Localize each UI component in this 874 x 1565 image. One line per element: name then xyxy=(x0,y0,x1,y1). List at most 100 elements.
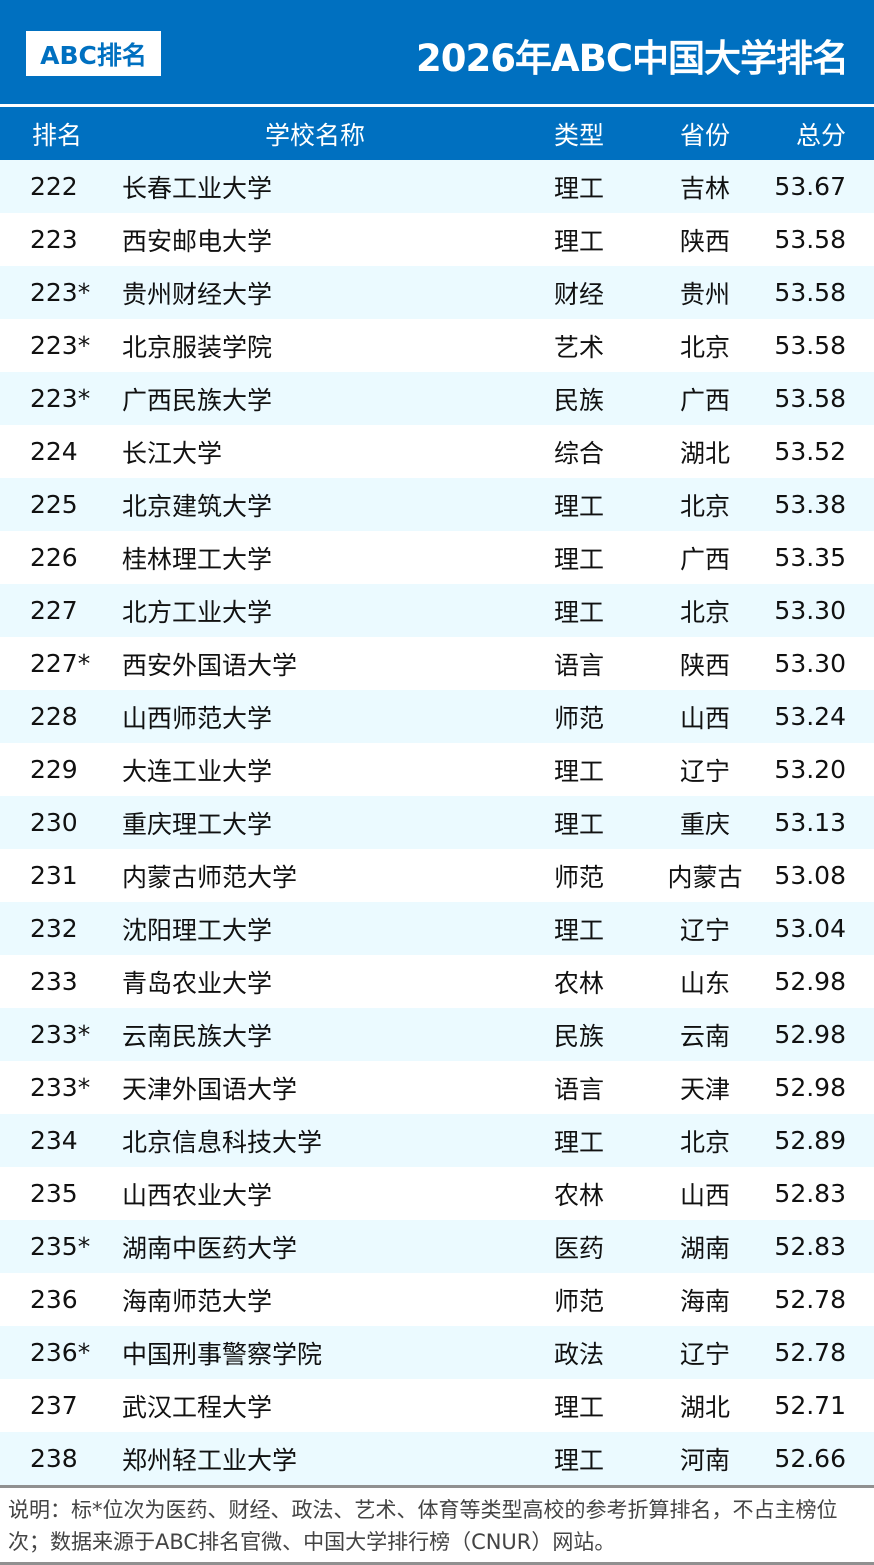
cell-school: 北方工业大学 xyxy=(122,597,273,627)
cell-score: 53.58 xyxy=(774,278,846,307)
cell-school: 北京服装学院 xyxy=(122,332,273,362)
col-province: 省份 xyxy=(679,120,730,150)
cell-rank: 232 xyxy=(30,914,78,943)
cell-rank: 233* xyxy=(30,1073,91,1102)
table-row: 232 沈阳理工大学 理工 辽宁 53.04 xyxy=(0,902,874,955)
table-row: 223* 北京服装学院 艺术 北京 53.58 xyxy=(0,319,874,372)
cell-score: 52.83 xyxy=(774,1179,846,1208)
cell-type: 理工 xyxy=(554,226,605,256)
logo: ABC排名 xyxy=(26,31,161,76)
cell-rank: 227* xyxy=(30,649,91,678)
cell-school: 中国刑事警察学院 xyxy=(122,1339,323,1369)
cell-rank: 223* xyxy=(30,331,91,360)
cell-type: 理工 xyxy=(554,1392,605,1422)
table-row: 237 武汉工程大学 理工 湖北 52.71 xyxy=(0,1379,874,1432)
cell-rank: 231 xyxy=(30,861,78,890)
cell-province: 山东 xyxy=(679,968,730,998)
cell-school: 广西民族大学 xyxy=(122,385,273,415)
cell-rank: 226 xyxy=(30,543,78,572)
cell-province: 云南 xyxy=(679,1021,730,1051)
table-row: 235* 湖南中医药大学 医药 湖南 52.83 xyxy=(0,1220,874,1273)
cell-type: 理工 xyxy=(554,915,605,945)
cell-rank: 223 xyxy=(30,225,78,254)
table-row: 235 山西农业大学 农林 山西 52.83 xyxy=(0,1167,874,1220)
cell-score: 53.24 xyxy=(774,702,846,731)
cell-type: 政法 xyxy=(554,1339,605,1369)
col-rank: 排名 xyxy=(32,120,83,150)
cell-type: 农林 xyxy=(554,968,605,998)
cell-type: 医药 xyxy=(554,1233,605,1263)
cell-type: 综合 xyxy=(554,438,605,468)
table-row: 223* 广西民族大学 民族 广西 53.58 xyxy=(0,372,874,425)
cell-school: 长江大学 xyxy=(122,438,223,468)
cell-score: 53.30 xyxy=(774,649,846,678)
cell-type: 理工 xyxy=(554,756,605,786)
cell-province: 湖北 xyxy=(679,438,730,468)
table-row: 223 西安邮电大学 理工 陕西 53.58 xyxy=(0,213,874,266)
footnote: 说明：标*位次为医药、财经、政法、艺术、体育等类型高校的参考折算排名，不占主榜位… xyxy=(0,1485,874,1565)
cell-score: 52.83 xyxy=(774,1232,846,1261)
cell-score: 52.78 xyxy=(774,1338,846,1367)
cell-province: 湖北 xyxy=(679,1392,730,1422)
cell-type: 理工 xyxy=(554,544,605,574)
cell-type: 财经 xyxy=(554,279,605,309)
cell-school: 青岛农业大学 xyxy=(122,968,273,998)
cell-rank: 227 xyxy=(30,596,78,625)
cell-province: 天津 xyxy=(679,1074,730,1104)
cell-type: 语言 xyxy=(554,650,605,680)
cell-school: 大连工业大学 xyxy=(122,756,273,786)
cell-province: 山西 xyxy=(679,1180,730,1210)
cell-score: 53.58 xyxy=(774,225,846,254)
cell-school: 长春工业大学 xyxy=(122,173,273,203)
cell-type: 农林 xyxy=(554,1180,605,1210)
cell-score: 53.67 xyxy=(774,172,846,201)
cell-school: 山西师范大学 xyxy=(122,703,273,733)
cell-score: 53.04 xyxy=(774,914,846,943)
cell-province: 北京 xyxy=(679,332,730,362)
cell-school: 郑州轻工业大学 xyxy=(122,1445,298,1475)
cell-type: 民族 xyxy=(554,1021,605,1051)
cell-province: 广西 xyxy=(679,544,730,574)
table-row: 236 海南师范大学 师范 海南 52.78 xyxy=(0,1273,874,1326)
col-score: 总分 xyxy=(795,120,846,150)
cell-type: 理工 xyxy=(554,173,605,203)
cell-rank: 235* xyxy=(30,1232,91,1261)
cell-rank: 235 xyxy=(30,1179,78,1208)
table-row: 231 内蒙古师范大学 师范 内蒙古 53.08 xyxy=(0,849,874,902)
cell-school: 沈阳理工大学 xyxy=(122,915,273,945)
table-row: 233* 天津外国语大学 语言 天津 52.98 xyxy=(0,1061,874,1114)
table-row: 228 山西师范大学 师范 山西 53.24 xyxy=(0,690,874,743)
cell-score: 53.08 xyxy=(774,861,846,890)
cell-province: 湖南 xyxy=(679,1233,730,1263)
cell-score: 53.13 xyxy=(774,808,846,837)
cell-rank: 225 xyxy=(30,490,78,519)
cell-school: 北京建筑大学 xyxy=(122,491,273,521)
cell-school: 重庆理工大学 xyxy=(122,809,273,839)
cell-rank: 230 xyxy=(30,808,78,837)
cell-province: 海南 xyxy=(679,1286,730,1316)
cell-province: 陕西 xyxy=(679,650,730,680)
table-row: 227 北方工业大学 理工 北京 53.30 xyxy=(0,584,874,637)
cell-score: 53.52 xyxy=(774,437,846,466)
cell-school: 海南师范大学 xyxy=(122,1286,273,1316)
cell-score: 52.98 xyxy=(774,967,846,996)
cell-province: 辽宁 xyxy=(679,756,730,786)
cell-score: 52.89 xyxy=(774,1126,846,1155)
cell-score: 53.58 xyxy=(774,384,846,413)
cell-type: 理工 xyxy=(554,491,605,521)
cell-school: 武汉工程大学 xyxy=(122,1392,273,1422)
table-row: 229 大连工业大学 理工 辽宁 53.20 xyxy=(0,743,874,796)
cell-score: 52.71 xyxy=(774,1391,846,1420)
cell-type: 理工 xyxy=(554,1445,605,1475)
cell-score: 53.58 xyxy=(774,331,846,360)
cell-province: 河南 xyxy=(679,1445,730,1475)
cell-rank: 224 xyxy=(30,437,78,466)
table-row: 223* 贵州财经大学 财经 贵州 53.58 xyxy=(0,266,874,319)
table-row: 238 郑州轻工业大学 理工 河南 52.66 xyxy=(0,1432,874,1485)
cell-province: 陕西 xyxy=(679,226,730,256)
cell-school: 湖南中医药大学 xyxy=(122,1233,298,1263)
cell-province: 贵州 xyxy=(679,279,730,309)
cell-rank: 236* xyxy=(30,1338,91,1367)
cell-school: 内蒙古师范大学 xyxy=(122,862,298,892)
cell-type: 师范 xyxy=(554,862,605,892)
